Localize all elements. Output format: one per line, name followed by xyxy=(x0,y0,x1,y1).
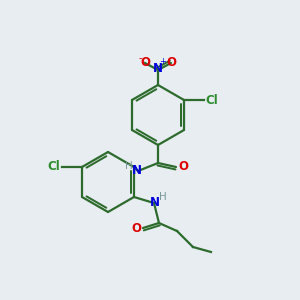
Text: Cl: Cl xyxy=(206,94,218,106)
Text: Cl: Cl xyxy=(48,160,60,173)
Text: N: N xyxy=(153,62,163,76)
Text: N: N xyxy=(150,196,160,208)
Text: O: O xyxy=(178,160,188,173)
Text: H: H xyxy=(159,192,167,202)
Text: O: O xyxy=(166,56,176,70)
Text: -: - xyxy=(138,53,142,63)
Text: O: O xyxy=(140,56,150,70)
Text: +: + xyxy=(160,58,167,67)
Text: N: N xyxy=(132,164,142,176)
Text: O: O xyxy=(131,221,141,235)
Text: H: H xyxy=(125,161,133,171)
